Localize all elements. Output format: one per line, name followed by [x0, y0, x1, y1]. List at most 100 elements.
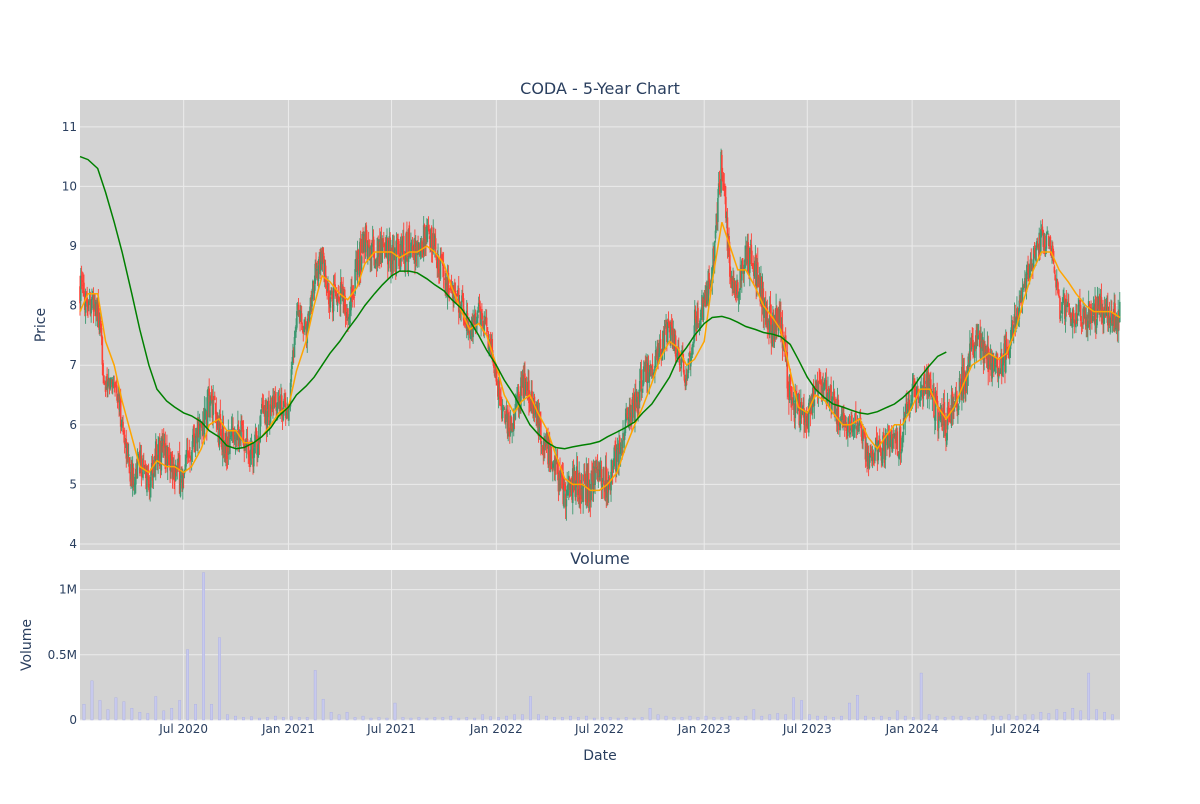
volume-bar	[1055, 709, 1059, 721]
candle-up	[937, 416, 940, 429]
candle-down	[1110, 312, 1113, 324]
candle-down	[140, 455, 143, 477]
candle-down	[462, 298, 465, 321]
candle-up	[350, 286, 352, 311]
candle-up	[381, 238, 384, 263]
candle-up	[1040, 229, 1042, 255]
candle-down	[386, 237, 389, 265]
volume-bar	[991, 715, 995, 721]
volume-bar	[401, 717, 405, 721]
candle-up	[638, 380, 641, 403]
candle-up	[1002, 359, 1005, 366]
candle-up	[332, 285, 335, 312]
candle-down	[859, 417, 862, 420]
candle-down	[843, 413, 845, 421]
candle-up	[488, 346, 490, 350]
candle-up	[1018, 300, 1021, 320]
candle-down	[251, 449, 254, 455]
candle-up	[967, 356, 970, 372]
candle-up	[552, 466, 555, 468]
candle-up	[782, 343, 785, 348]
candle-up	[1103, 313, 1105, 325]
candle-down	[193, 424, 195, 438]
candle-down	[352, 297, 355, 299]
volume-axis-label: Volume	[19, 619, 35, 671]
volume-bar	[289, 716, 293, 721]
candle-up	[730, 275, 733, 279]
x-tick-label: Jul 2024	[990, 722, 1040, 736]
moving-average-long-line	[79, 155, 947, 450]
volume-bar	[481, 714, 485, 721]
candle-up	[717, 198, 719, 223]
candle-down	[99, 320, 102, 329]
candle-down	[275, 403, 277, 411]
candle-down	[382, 244, 385, 246]
candle-up	[401, 240, 403, 252]
candle-down	[365, 225, 368, 240]
candle-down	[890, 429, 893, 449]
candle-down	[337, 296, 340, 302]
candle-up	[615, 449, 618, 474]
candle-up	[203, 407, 206, 435]
candle-down	[302, 329, 305, 334]
price-tick-label: 7	[69, 358, 77, 372]
candle-down	[175, 469, 178, 473]
candle-up	[245, 442, 248, 446]
candle-down	[1044, 235, 1046, 254]
candle-up	[512, 413, 515, 431]
candle-up	[792, 400, 795, 403]
volume-bar	[800, 700, 803, 721]
candle-up	[253, 448, 255, 467]
candle-up	[946, 407, 949, 430]
candle-down	[956, 397, 958, 412]
candle-down	[984, 343, 986, 353]
candle-up	[869, 453, 871, 458]
candle-up	[685, 374, 687, 387]
candle-up	[393, 250, 395, 261]
candle-down	[428, 229, 431, 235]
candle-down	[703, 298, 706, 304]
volume-bar	[943, 717, 947, 721]
candle-down	[651, 364, 654, 376]
candle-down	[786, 352, 789, 389]
candle-down	[261, 401, 264, 410]
candle-up	[212, 399, 214, 416]
candle-down	[605, 466, 608, 497]
x-tick-label: Jul 2023	[782, 722, 832, 736]
candle-up	[882, 435, 884, 460]
candle-up	[973, 345, 976, 358]
candle-up	[230, 430, 233, 437]
candle-down	[189, 459, 191, 463]
candle-down	[188, 452, 191, 458]
candle-down	[233, 435, 235, 438]
candle-down	[708, 272, 710, 282]
candle-down	[896, 431, 899, 450]
candle-down	[790, 386, 793, 408]
volume-bar	[258, 717, 261, 721]
candle-up	[311, 294, 313, 307]
volume-bar	[82, 704, 86, 721]
candle-up	[157, 443, 159, 465]
volume-bar	[680, 717, 684, 721]
candle-up	[847, 425, 849, 437]
candle-up	[619, 447, 622, 454]
candle-down	[146, 473, 149, 475]
candle-down	[848, 421, 851, 433]
candle-up	[184, 464, 187, 470]
candle-up	[739, 270, 742, 290]
candle-up	[79, 275, 82, 301]
candle-down	[587, 473, 590, 502]
volume-bar	[624, 717, 628, 721]
candle-up	[717, 183, 720, 196]
candle-up	[616, 448, 619, 450]
volume-bar	[465, 717, 469, 721]
candle-up	[749, 244, 752, 246]
candle-up	[874, 451, 876, 461]
candle-up	[209, 396, 212, 404]
candle-down	[723, 183, 726, 191]
candle-down	[322, 247, 324, 254]
volume-panel-title: Volume	[570, 549, 630, 568]
candle-up	[276, 407, 278, 411]
volume-bar	[545, 715, 548, 721]
volume-bar	[856, 695, 859, 721]
